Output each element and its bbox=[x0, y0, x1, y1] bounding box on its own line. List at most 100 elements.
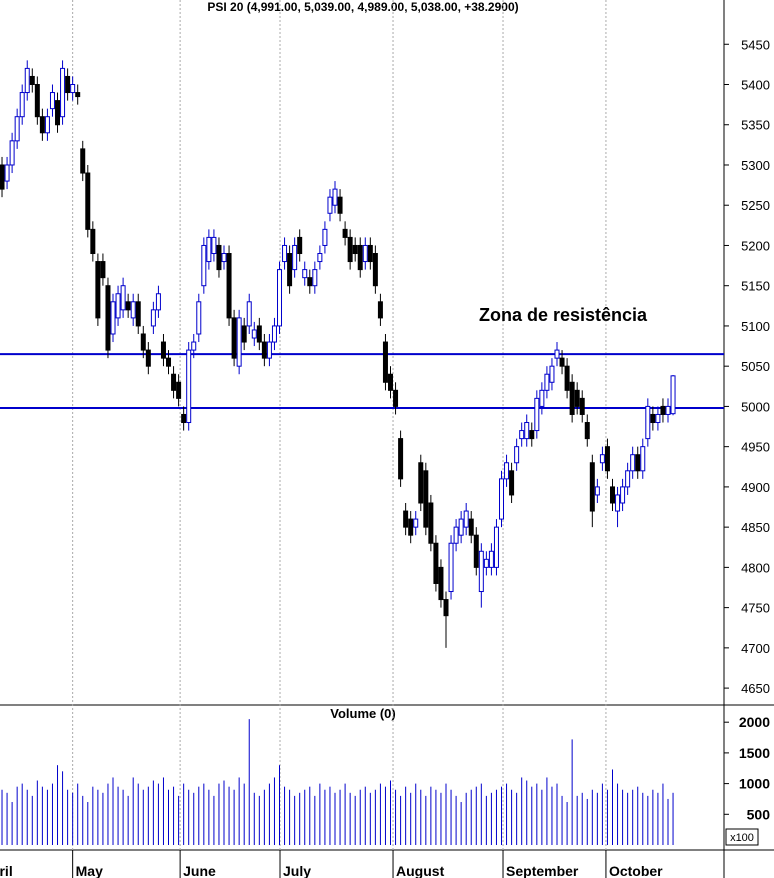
candle-body bbox=[105, 285, 111, 351]
candle-body bbox=[120, 285, 126, 311]
candle-body bbox=[569, 381, 575, 415]
candle-body bbox=[625, 470, 631, 488]
candle-body bbox=[483, 558, 489, 568]
candle-body bbox=[44, 116, 50, 134]
candle-body bbox=[327, 196, 333, 214]
candle-body bbox=[90, 228, 96, 255]
candle-body bbox=[357, 244, 363, 271]
y-tick-label: 5350 bbox=[741, 118, 770, 133]
candle-body bbox=[393, 389, 399, 407]
candle-body bbox=[261, 341, 267, 359]
candle-body bbox=[65, 75, 71, 94]
candle-body bbox=[241, 325, 247, 343]
y-tick-label: 5050 bbox=[741, 359, 770, 374]
candle-body bbox=[398, 438, 404, 480]
candle-body bbox=[448, 542, 454, 593]
candle-body bbox=[418, 462, 424, 504]
volume-y-tick-label: 500 bbox=[747, 806, 771, 822]
candle-body bbox=[408, 518, 414, 536]
candle-body bbox=[140, 333, 146, 351]
x-tick-label: August bbox=[396, 863, 445, 878]
y-tick-label: 4800 bbox=[741, 560, 770, 575]
candle-body bbox=[171, 373, 177, 391]
candle-body bbox=[226, 253, 232, 319]
volume-y-tick-label: 2000 bbox=[739, 714, 770, 730]
candle-body bbox=[438, 566, 444, 601]
candle-body bbox=[423, 470, 429, 528]
candle-body bbox=[377, 301, 383, 319]
y-tick-label: 5450 bbox=[741, 37, 770, 52]
candle-body bbox=[271, 325, 277, 343]
candle-body bbox=[246, 301, 252, 327]
candle-body bbox=[221, 253, 227, 263]
candle-body bbox=[39, 116, 45, 134]
candle-body bbox=[150, 309, 156, 327]
candle-body bbox=[443, 599, 449, 617]
y-tick-label: 5150 bbox=[741, 279, 770, 294]
candle-body bbox=[70, 84, 76, 94]
candle-body bbox=[322, 228, 328, 246]
candle-body bbox=[615, 494, 621, 512]
candle-body bbox=[524, 422, 530, 440]
candle-body bbox=[19, 92, 25, 118]
candle-body bbox=[453, 526, 459, 544]
candle-body bbox=[347, 236, 353, 263]
candle-body bbox=[620, 486, 626, 504]
candle-body bbox=[0, 164, 5, 190]
volume-title: Volume (0) bbox=[330, 706, 396, 721]
x-tick-label: September bbox=[506, 863, 579, 878]
candle-body bbox=[266, 341, 272, 359]
unit-label: x100 bbox=[730, 832, 754, 844]
candle-body bbox=[362, 244, 368, 263]
candle-body bbox=[49, 92, 55, 110]
y-tick-label: 5100 bbox=[741, 319, 770, 334]
candle-body bbox=[463, 510, 469, 528]
y-tick-label: 4950 bbox=[741, 440, 770, 455]
candle-body bbox=[473, 534, 479, 568]
candle-body bbox=[488, 550, 494, 568]
candle-body bbox=[609, 486, 615, 504]
y-tick-label: 4650 bbox=[741, 681, 770, 696]
candle-body bbox=[236, 317, 242, 367]
candle-body bbox=[60, 67, 66, 118]
candle-body bbox=[342, 228, 348, 238]
candle-body bbox=[478, 550, 484, 593]
candle-body bbox=[251, 329, 257, 339]
candle-body bbox=[504, 462, 510, 480]
x-tick-label: May bbox=[76, 863, 103, 878]
candle-body bbox=[509, 470, 515, 496]
candle-body bbox=[670, 375, 676, 415]
candle-body bbox=[24, 67, 30, 94]
x-tick-label: October bbox=[609, 863, 663, 878]
x-tick-label: April bbox=[0, 863, 13, 878]
y-tick-label: 4850 bbox=[741, 520, 770, 535]
candle-body bbox=[403, 510, 409, 528]
candle-body bbox=[579, 397, 585, 415]
candle-body bbox=[544, 373, 550, 391]
annotation: Zona de resistência bbox=[479, 305, 648, 325]
candle-body bbox=[630, 454, 636, 472]
candle-body bbox=[554, 349, 560, 359]
y-tick-label: 5300 bbox=[741, 158, 770, 173]
candle-body bbox=[85, 172, 91, 230]
candle-body bbox=[307, 277, 313, 287]
candle-body bbox=[499, 478, 505, 520]
x-tick-label: June bbox=[183, 863, 216, 878]
candle-body bbox=[110, 301, 116, 335]
candle-body bbox=[564, 365, 570, 391]
candle-body bbox=[337, 196, 343, 214]
candle-body bbox=[493, 526, 499, 568]
candle-body bbox=[332, 188, 338, 206]
candle-body bbox=[287, 253, 293, 287]
candle-body bbox=[181, 413, 187, 424]
candle-body bbox=[534, 397, 540, 432]
candle-body bbox=[312, 269, 318, 287]
candle-body bbox=[282, 244, 288, 263]
candle-body bbox=[559, 357, 565, 367]
unit-box bbox=[725, 828, 759, 846]
candle-body bbox=[155, 293, 161, 311]
candle-body bbox=[433, 542, 439, 584]
candle-body bbox=[201, 244, 207, 287]
